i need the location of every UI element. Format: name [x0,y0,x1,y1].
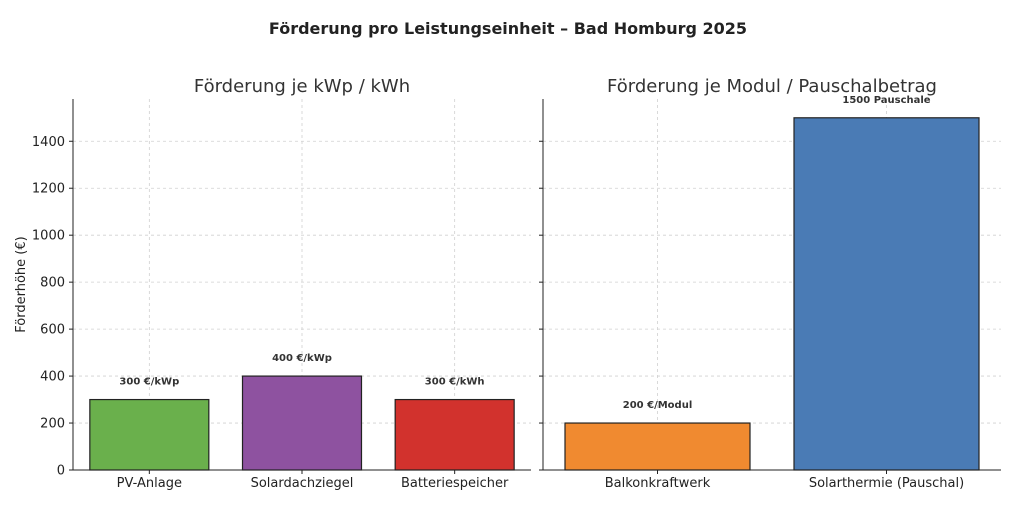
bar-solardachziegel [241,375,363,471]
y-tick-label: 1400 [32,135,65,150]
y-tick-label: 200 [40,417,65,432]
x-tick-label: Batteriespeicher [401,476,509,491]
data-label: 200 €/Modul [623,400,693,411]
data-label: 1500 Pauschale [842,95,930,106]
chart-title: Förderung je kWp / kWh [194,76,410,97]
y-tick-label: 1200 [32,182,65,197]
chart-title: Förderung je Modul / Pauschalbetrag [607,76,937,97]
y-tick-label: 400 [40,370,65,385]
y-tick-label: 0 [57,464,65,479]
y-tick-label: 600 [40,323,65,338]
y-axis-label: Förderhöhe (€) [14,236,29,332]
data-label: 300 €/kWp [119,377,179,388]
bar-balkonkraftwerk [564,422,751,471]
y-tick-label: 800 [40,276,65,291]
y-tick-label: 1000 [32,229,65,244]
bar-pv-anlage [89,398,210,471]
data-label: 400 €/kWp [272,353,332,364]
x-tick-label: Balkonkraftwerk [605,476,711,491]
x-tick-label: Solardachziegel [251,476,354,491]
chart-left: 300 €/kWp 400 €/kWp 300 €/kWh 0 200 400 600 800… [14,76,531,491]
bar-solarthermie-pauschal- [793,117,980,471]
data-label: 300 €/kWh [425,377,485,388]
x-tick-label: Solarthermie (Pauschal) [809,476,964,491]
x-tick-label: PV-Anlage [117,476,182,491]
figure-title: Förderung pro Leistungseinheit – Bad Hom… [269,19,747,38]
bar-batteriespeicher [394,398,515,471]
chart-right: 200 €/Modul 1500 Pauschale Balkonkraftwerk… [539,76,1001,491]
